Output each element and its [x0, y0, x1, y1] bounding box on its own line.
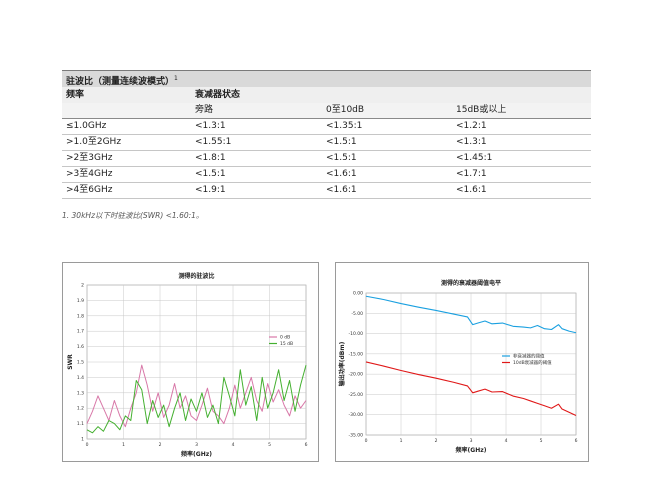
series-line-2: [86, 364, 307, 434]
x-tick-label: 1: [400, 438, 403, 444]
table-row: >4至6GHz <1.9:1 <1.6:1 <1.6:1: [62, 183, 591, 199]
header-frequency: 频率: [66, 90, 85, 100]
row-15db: <1.6:1: [456, 185, 487, 195]
chart-title: 测得的衰减器阈值电平: [441, 279, 501, 287]
x-tick-label: 6: [575, 438, 578, 444]
y-tick-label: -30.00: [348, 412, 363, 418]
series-line-1: [365, 295, 577, 334]
row-bypass: <1.8:1: [195, 153, 226, 163]
subheader-0-10db: 0至10dB: [326, 105, 365, 115]
row-15db: <1.7:1: [456, 169, 487, 179]
legend-entry: 15 dB: [280, 341, 293, 347]
table-row: ≤1.0GHz <1.3:1 <1.35:1 <1.2:1: [62, 119, 591, 135]
y-tick-label: 1: [81, 437, 84, 443]
y-tick-label: 1.8: [77, 313, 84, 319]
x-axis-label: 频率(GHz): [181, 450, 212, 458]
row-bypass: <1.55:1: [195, 137, 232, 147]
row-0-10db: <1.5:1: [326, 137, 357, 147]
attenuator-threshold-chart-svg: 测得的衰减器阈值电平 0.00 -5.00 -10.00 -15.00 -20.00 -25…: [338, 279, 578, 454]
y-tick-label: 1.6: [77, 344, 84, 350]
y-tick-label: 1.9: [77, 298, 84, 304]
x-axis-label: 频率(GHz): [456, 446, 487, 454]
attenuator-threshold-chart: 测得的衰减器阈值电平 0.00 -5.00 -10.00 -15.00 -20.00 -25…: [335, 262, 589, 462]
row-0-10db: <1.35:1: [326, 121, 363, 131]
series-line-1: [86, 364, 307, 428]
x-tick-label: 3: [470, 438, 473, 444]
table-title-text: 驻波比（测量连续波模式）: [66, 77, 175, 87]
row-0-10db: <1.6:1: [326, 185, 357, 195]
y-tick-label: 1.7: [77, 329, 84, 335]
header-row: 频率 衰减器状态: [62, 87, 591, 103]
chart-title: 测得的驻波比: [178, 272, 214, 280]
header-attenuator-state: 衰减器状态: [195, 90, 241, 100]
y-tick-label: -5.00: [351, 311, 363, 317]
row-15db: <1.45:1: [456, 153, 493, 163]
y-tick-label: -35.00: [348, 433, 363, 439]
y-tick-label: -10.00: [348, 331, 363, 337]
x-tick-label: 1: [122, 442, 125, 448]
table-row: >2至3GHz <1.8:1 <1.5:1 <1.45:1: [62, 151, 591, 167]
x-tick-label: 2: [159, 442, 162, 448]
x-tick-label: 5: [268, 442, 271, 448]
x-tick-label: 4: [232, 442, 235, 448]
row-frequency: ≤1.0GHz: [66, 121, 107, 131]
row-bypass: <1.5:1: [195, 169, 226, 179]
row-bypass: <1.3:1: [195, 121, 226, 131]
row-frequency: >4至6GHz: [66, 185, 113, 195]
y-axis-label: SWR: [67, 354, 74, 370]
row-0-10db: <1.5:1: [326, 153, 357, 163]
x-tick-label: 4: [505, 438, 508, 444]
footnote-marker: 1: [174, 75, 178, 82]
x-tick-label: 0: [365, 438, 368, 444]
y-tick-label: 0.00: [353, 291, 363, 297]
x-tick-label: 6: [305, 442, 308, 448]
swr-spec-table: 驻波比（测量连续波模式）1 频率 衰减器状态 旁路 0至10dB 15dB或以上…: [62, 70, 591, 199]
legend-entry: 10dB衰减器的阈值: [513, 359, 552, 366]
row-frequency: >1.0至2GHz: [66, 137, 122, 147]
y-tick-label: 2: [81, 283, 84, 289]
table-row: >3至4GHz <1.5:1 <1.6:1 <1.7:1: [62, 167, 591, 183]
y-tick-label: -25.00: [348, 392, 363, 398]
y-tick-label: 1.1: [77, 421, 84, 427]
table-title: 驻波比（测量连续波模式）1: [62, 70, 591, 87]
y-tick-label: 1.2: [77, 406, 84, 412]
series-line-2: [365, 361, 577, 417]
y-tick-label: 1.5: [77, 360, 84, 366]
row-frequency: >2至3GHz: [66, 153, 113, 163]
x-tick-label: 0: [86, 442, 89, 448]
row-15db: <1.2:1: [456, 121, 487, 131]
table-row: >1.0至2GHz <1.55:1 <1.5:1 <1.3:1: [62, 135, 591, 151]
subheader-bypass: 旁路: [195, 105, 214, 115]
x-tick-label: 2: [435, 438, 438, 444]
table-footnote: 1. 30kHz以下时驻波比(SWR) <1.60:1。: [62, 211, 204, 220]
x-tick-label: 3: [195, 442, 198, 448]
legend-entry: 非衰减器的阈值: [513, 353, 545, 360]
row-0-10db: <1.6:1: [326, 169, 357, 179]
row-frequency: >3至4GHz: [66, 169, 113, 179]
y-tick-label: -20.00: [348, 372, 363, 378]
swr-chart: 测得的驻波比 1 1.1 1.2 1.3 1.4 1.5 1.6 1.7 1.8 1.9 2 0 1 2 3 4…: [62, 262, 319, 462]
y-axis-label: 输出功率(dBm): [338, 341, 346, 386]
y-tick-label: -15.00: [348, 351, 363, 357]
x-tick-label: 5: [540, 438, 543, 444]
subheader-15db: 15dB或以上: [456, 105, 507, 115]
y-tick-label: 1.3: [77, 390, 84, 396]
subheader-row: 旁路 0至10dB 15dB或以上: [62, 103, 591, 119]
legend-entry: 0 dB: [280, 335, 290, 341]
row-15db: <1.3:1: [456, 137, 487, 147]
row-bypass: <1.9:1: [195, 185, 226, 195]
y-tick-label: 1.4: [77, 375, 84, 381]
